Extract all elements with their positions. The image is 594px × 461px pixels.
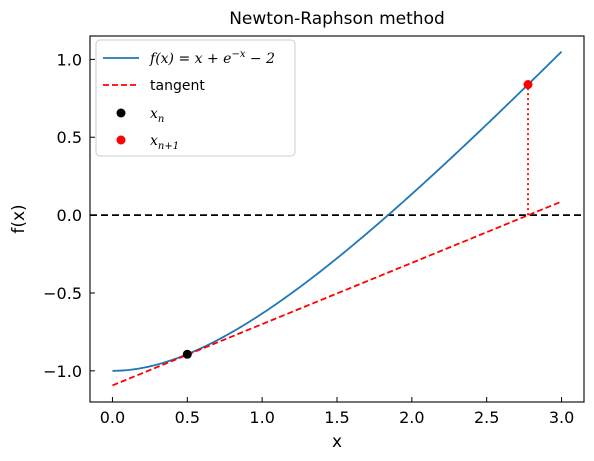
legend-xn1-sub: n+1 [158, 141, 179, 152]
legend-xn-base: x [150, 106, 158, 122]
legend-label-xn: xn [150, 106, 164, 125]
legend-label-function: f(x) = x + e−x − 2 [149, 49, 275, 67]
y-tick-label: −1.0 [43, 362, 82, 381]
legend-xn1-base: x [150, 133, 158, 149]
legend-function-f: f [149, 51, 158, 67]
plot-area: 0.0 0.5 1.0 1.5 2.0 2.5 3.0 −1.0 −0.5 0.0 0.5 1.0 [43, 35, 585, 427]
point-xn1 [523, 80, 533, 90]
y-tick-label: 0.5 [57, 128, 82, 147]
legend: f(x) = x + e−x − 2 tangent xn xn+1 [95, 39, 296, 157]
x-tick-label: 1.0 [249, 408, 274, 427]
legend-label-tangent: tangent [150, 78, 205, 94]
legend-marker-xn [116, 108, 126, 118]
x-tick-label: 1.5 [324, 408, 349, 427]
x-tick-label: 2.5 [474, 408, 499, 427]
legend-function-body: (x) = x + e [155, 51, 231, 67]
x-tick-label: 3.0 [549, 408, 574, 427]
y-tick-label: 1.0 [57, 50, 82, 69]
x-axis-label: x [332, 432, 342, 452]
legend-function-exponent: −x [231, 49, 245, 60]
legend-function-tail: − 2 [245, 51, 275, 67]
y-axis-label: f(x) [9, 204, 29, 233]
legend-xn-sub: n [158, 114, 164, 125]
x-tick-label: 0.5 [175, 408, 200, 427]
legend-marker-xn1 [116, 135, 126, 145]
x-tick-label: 2.0 [399, 408, 424, 427]
data-layer [90, 50, 584, 387]
y-tick-label: 0.0 [57, 206, 82, 225]
point-xn [182, 349, 192, 359]
chart-title: Newton-Raphson method [229, 9, 445, 29]
legend-box [95, 39, 296, 157]
y-tick-label: −0.5 [43, 284, 82, 303]
x-tick-label: 0.0 [100, 408, 125, 427]
legend-label-xn1: xn+1 [150, 133, 179, 152]
ticks-layer: 0.0 0.5 1.0 1.5 2.0 2.5 3.0 −1.0 −0.5 0.0 0.5 1.0 [43, 50, 574, 427]
